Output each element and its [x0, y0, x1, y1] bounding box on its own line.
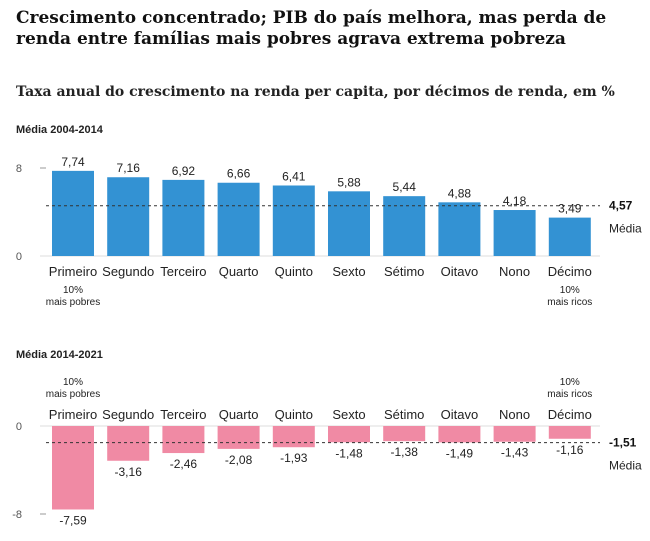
- mean-value-label: -1,51: [609, 436, 637, 450]
- value-label: 7,74: [61, 155, 85, 169]
- decile-annotation: 10%: [63, 285, 83, 296]
- category-label: Quinto: [275, 407, 313, 422]
- value-label: 4,18: [503, 194, 527, 208]
- bar: [383, 426, 426, 442]
- value-label: 5,44: [393, 180, 417, 194]
- category-label: Oitavo: [441, 264, 479, 279]
- panel-title: Média 2014-2021: [16, 349, 103, 361]
- value-label: -2,46: [170, 457, 198, 471]
- mean-text-label: Média: [609, 459, 642, 473]
- category-label: Sétimo: [384, 407, 424, 422]
- bar: [162, 179, 205, 256]
- value-label: 6,92: [172, 164, 196, 178]
- bar: [107, 177, 150, 256]
- value-label: -1,38: [391, 445, 419, 459]
- bar: [52, 170, 94, 256]
- category-label: Terceiro: [160, 407, 206, 422]
- category-label: Terceiro: [160, 264, 206, 279]
- value-label: -1,93: [280, 451, 308, 465]
- value-label: 7,16: [117, 161, 141, 175]
- category-label: Primeiro: [49, 264, 97, 279]
- value-label: -3,16: [115, 465, 143, 479]
- chart-subtitle: Taxa anual do crescimento na renda per c…: [16, 84, 615, 100]
- bar: [162, 426, 205, 454]
- decile-annotation: 10%: [560, 377, 580, 388]
- bar: [107, 426, 150, 461]
- value-label: -1,48: [335, 446, 363, 460]
- decile-annotation: mais ricos: [547, 297, 592, 308]
- y-tick-label: 0: [16, 251, 22, 263]
- bar: [272, 185, 315, 256]
- decile-annotation: mais ricos: [547, 389, 592, 400]
- decile-annotation: 10%: [560, 285, 580, 296]
- bar: [493, 210, 536, 256]
- value-label: -2,08: [225, 453, 253, 467]
- value-label: -1,49: [446, 446, 474, 460]
- bar: [52, 426, 94, 510]
- bar: [272, 426, 315, 448]
- decile-annotation: mais pobres: [46, 389, 100, 400]
- value-label: -7,59: [59, 513, 87, 527]
- headline: Crescimento concentrado; PIB do país mel…: [16, 8, 607, 49]
- bar: [217, 182, 260, 256]
- category-label: Décimo: [548, 264, 592, 279]
- value-label: 4,88: [448, 186, 472, 200]
- category-label: Sexto: [332, 264, 365, 279]
- bar: [383, 196, 426, 256]
- bar: [328, 191, 370, 256]
- y-tick-label: 8: [16, 163, 22, 175]
- category-label: Segundo: [102, 264, 154, 279]
- decile-annotation: mais pobres: [46, 297, 100, 308]
- category-label: Nono: [499, 407, 530, 422]
- y-tick-label: -8: [12, 509, 22, 521]
- category-label: Sexto: [332, 407, 365, 422]
- panel-title: Média 2004-2014: [16, 124, 104, 136]
- bar: [217, 426, 260, 449]
- bar: [438, 426, 481, 443]
- value-label: 6,41: [282, 169, 306, 183]
- category-label: Quinto: [275, 264, 313, 279]
- decile-annotation: 10%: [63, 377, 83, 388]
- value-label: 6,66: [227, 167, 251, 181]
- category-label: Quarto: [219, 407, 259, 422]
- category-label: Décimo: [548, 407, 592, 422]
- value-label: 3,49: [558, 202, 582, 216]
- mean-value-label: 4,57: [609, 199, 633, 213]
- category-label: Nono: [499, 264, 530, 279]
- category-label: Primeiro: [49, 407, 97, 422]
- category-label: Sétimo: [384, 264, 424, 279]
- category-label: Oitavo: [441, 407, 479, 422]
- y-tick-label: 0: [16, 421, 22, 433]
- bar: [438, 202, 481, 256]
- value-label: 5,88: [337, 175, 361, 189]
- bar: [548, 217, 591, 256]
- category-label: Quarto: [219, 264, 259, 279]
- value-label: -1,16: [556, 443, 584, 457]
- bar: [328, 426, 370, 443]
- bar: [548, 426, 591, 439]
- value-label: -1,43: [501, 446, 529, 460]
- mean-text-label: Média: [609, 222, 642, 236]
- bar: [493, 426, 536, 442]
- category-label: Segundo: [102, 407, 154, 422]
